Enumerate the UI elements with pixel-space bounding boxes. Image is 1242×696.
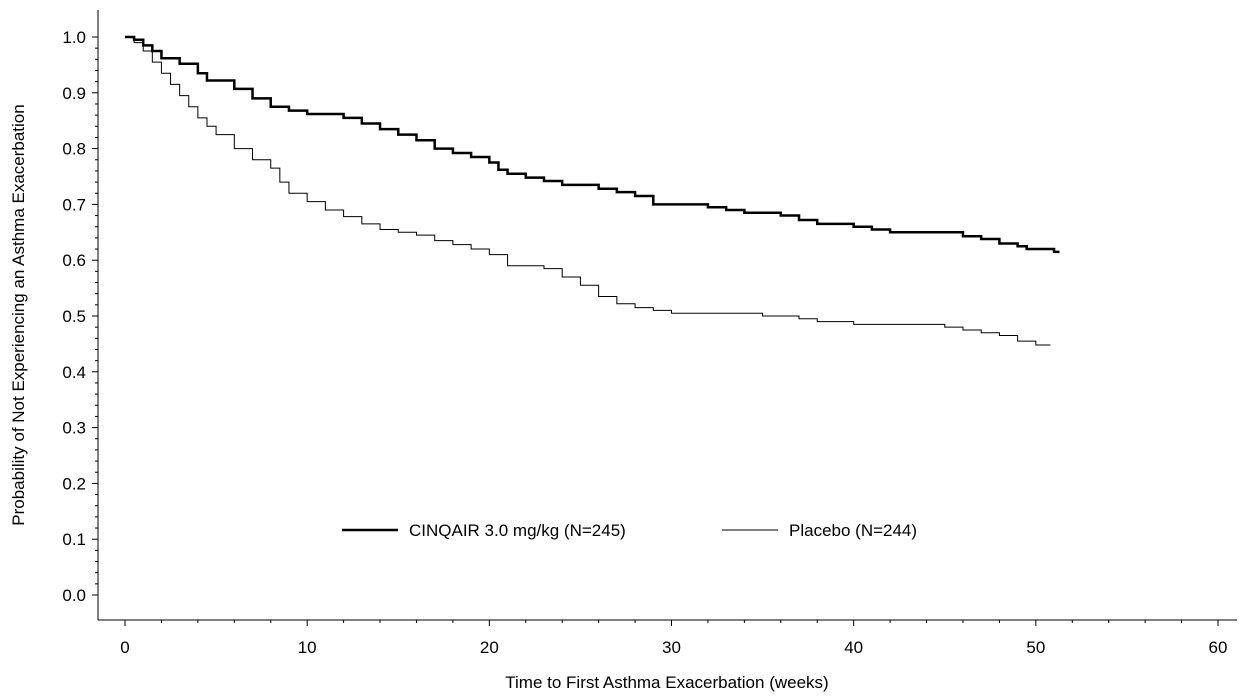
legend-label-placebo: Placebo (N=244) (789, 521, 917, 540)
y-tick-label: 0.1 (62, 530, 86, 549)
y-tick-label: 0.3 (62, 419, 86, 438)
x-tick-label: 30 (662, 638, 681, 657)
y-tick-label: 0.4 (62, 363, 86, 382)
x-tick-label: 50 (1026, 638, 1045, 657)
y-tick-label: 0.6 (62, 251, 86, 270)
y-axis-title: Probability of Not Experiencing an Asthm… (9, 104, 28, 525)
x-tick-label: 60 (1209, 638, 1228, 657)
y-tick-label: 0.0 (62, 586, 86, 605)
x-tick-label: 40 (844, 638, 863, 657)
x-axis-title: Time to First Asthma Exacerbation (weeks… (505, 673, 828, 692)
x-tick-label: 20 (480, 638, 499, 657)
y-tick-label: 1.0 (62, 28, 86, 47)
series-line-placebo (125, 36, 1051, 346)
y-tick-label: 0.7 (62, 195, 86, 214)
legend-label-cinqair: CINQAIR 3.0 mg/kg (N=245) (409, 521, 626, 540)
series-layer (125, 35, 1060, 346)
x-tick-label: 10 (298, 638, 317, 657)
y-tick-label: 0.9 (62, 84, 86, 103)
x-tick-label: 0 (120, 638, 129, 657)
x-ticks: 0 10 20 30 40 50 60 (120, 620, 1227, 657)
y-tick-label: 0.5 (62, 307, 86, 326)
series-line-cinqair (125, 35, 1060, 254)
y-tick-label: 0.2 (62, 474, 86, 493)
legend: CINQAIR 3.0 mg/kg (N=245) Placebo (N=244… (342, 521, 917, 540)
y-tick-label: 0.8 (62, 140, 86, 159)
y-ticks: 0.0 0.1 0.2 0.3 0.4 0.5 0.6 0.7 0.8 0.9 1.0 (62, 28, 98, 605)
